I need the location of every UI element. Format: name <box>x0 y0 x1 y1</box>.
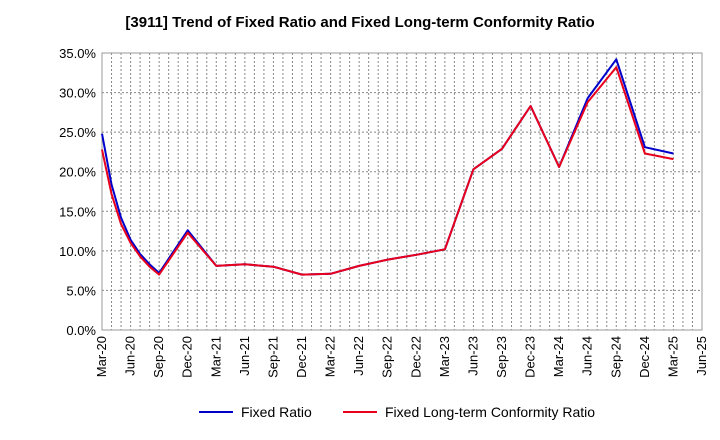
series-line-fixed-long-term-conformity-ratio <box>101 66 674 276</box>
legend-item-fixed-long-term-conformity-ratio: Fixed Long-term Conformity Ratio <box>343 404 595 420</box>
x-tick-label: Sep-20 <box>151 336 166 378</box>
x-tick-label: Dec-24 <box>637 336 652 378</box>
x-tick-label: Dec-20 <box>180 336 195 378</box>
x-tick-label: Jun-20 <box>123 336 138 376</box>
y-tick-label: 20.0% <box>59 165 96 180</box>
y-tick-label: 5.0% <box>66 283 96 298</box>
series-lines <box>101 58 674 276</box>
x-tick-label: Sep-21 <box>265 336 280 378</box>
x-tick-label: Mar-20 <box>94 336 109 377</box>
chart-title: [3911] Trend of Fixed Ratio and Fixed Lo… <box>125 14 595 31</box>
x-tick-label: Sep-24 <box>608 336 623 378</box>
x-tick-label: Mar-22 <box>323 336 338 377</box>
legend-swatch-fixed-long-term-conformity-ratio <box>343 411 377 413</box>
legend-label-fixed-long-term-conformity-ratio: Fixed Long-term Conformity Ratio <box>385 404 596 420</box>
y-tick-label: 0.0% <box>66 323 96 338</box>
x-tick-label: Mar-25 <box>665 336 680 377</box>
legend: Fixed Ratio Fixed Long-term Conformity R… <box>0 404 720 426</box>
plot-frame <box>101 52 703 331</box>
x-tick-label: Jun-25 <box>694 336 709 376</box>
grid-lines <box>102 53 702 330</box>
legend-item-fixed-ratio: Fixed Ratio <box>199 404 312 420</box>
x-tick-label: Dec-22 <box>408 336 423 378</box>
x-tick-label: Mar-23 <box>437 336 452 377</box>
x-tick-label: Mar-21 <box>208 336 223 377</box>
legend-label-fixed-ratio: Fixed Ratio <box>241 404 312 420</box>
x-tick-label: Jun-22 <box>351 336 366 376</box>
axis-labels: 0.0% 5.0% 10.0% 15.0% 20.0% 25.0% 30.0% 35.0% Ma… <box>59 46 709 378</box>
x-tick-label: Mar-24 <box>551 336 566 377</box>
x-tick-label: Jun-24 <box>580 336 595 376</box>
y-tick-label: 35.0% <box>59 46 96 61</box>
x-tick-label: Sep-22 <box>380 336 395 378</box>
x-tick-label: Dec-23 <box>523 336 538 378</box>
y-tick-label: 30.0% <box>59 86 96 101</box>
x-tick-label: Jun-23 <box>465 336 480 376</box>
y-tick-label: 10.0% <box>59 244 96 259</box>
x-tick-label: Sep-23 <box>494 336 509 378</box>
legend-swatch-fixed-ratio <box>199 411 233 413</box>
x-tick-label: Jun-21 <box>237 336 252 376</box>
y-tick-label: 25.0% <box>59 125 96 140</box>
x-tick-label: Dec-21 <box>294 336 309 378</box>
y-tick-label: 15.0% <box>59 204 96 219</box>
